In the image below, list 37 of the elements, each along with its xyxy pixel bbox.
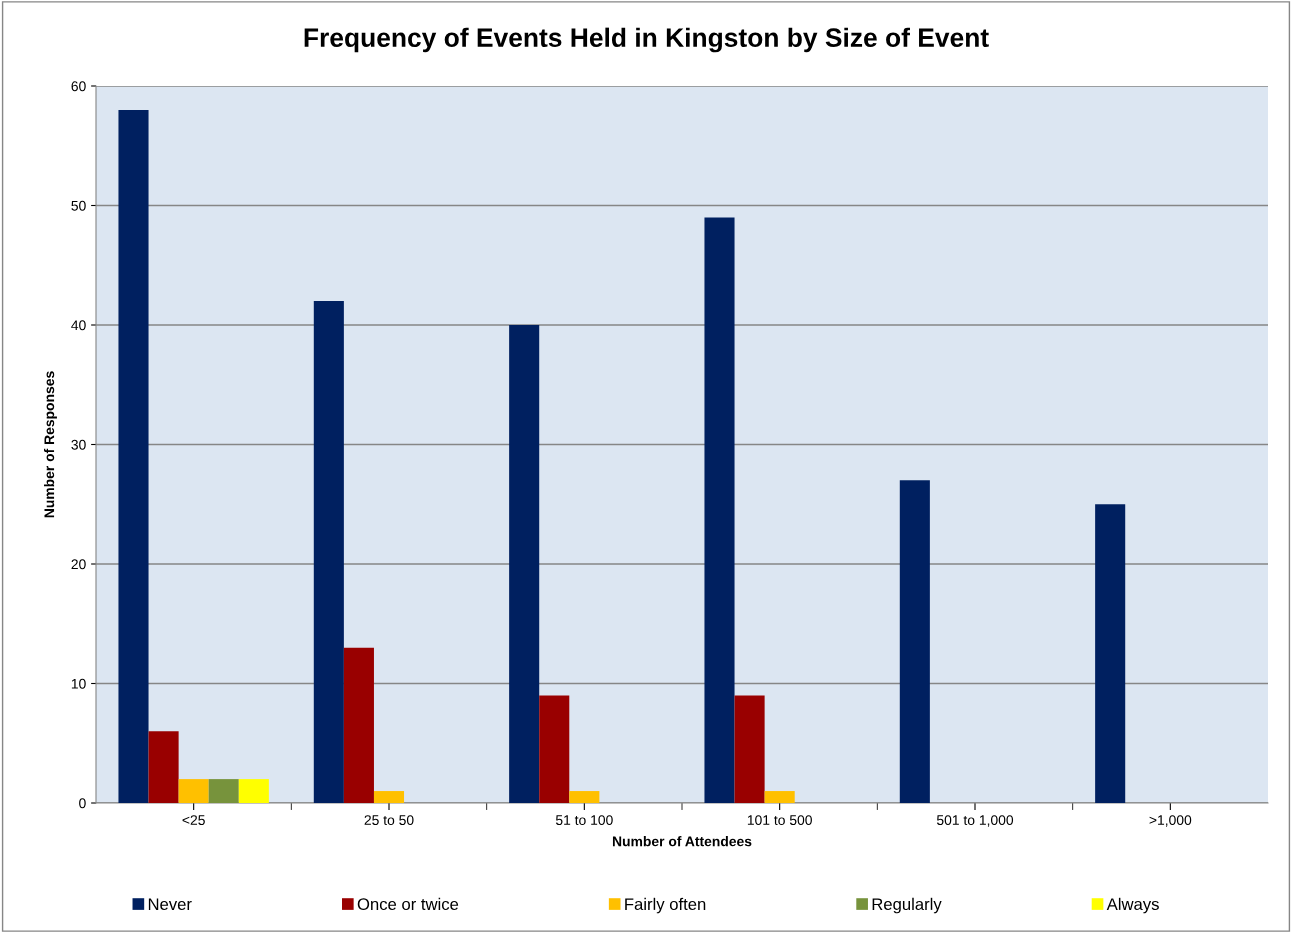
y-tick-label: 50	[71, 200, 86, 211]
chart-title: Frequency of Events Held in Kingston by Size of Event	[304, 27, 989, 53]
bar	[734, 695, 765, 803]
x-tick-label: >1,000	[1149, 815, 1192, 827]
bar	[343, 647, 374, 803]
x-axis-title: Number of Attendees	[612, 836, 752, 847]
bar	[1095, 504, 1126, 803]
x-tick-label: 501 to 1,000	[936, 815, 1014, 827]
y-axis-title: Number of Responses	[43, 371, 57, 518]
y-tick-label: 20	[71, 559, 86, 570]
bar	[373, 791, 405, 803]
legend-label: Regularly	[872, 897, 942, 914]
bar	[178, 779, 209, 803]
bar	[899, 480, 930, 803]
y-tick-label: 10	[71, 678, 86, 689]
bar	[569, 791, 600, 803]
bar	[704, 217, 735, 803]
x-tick-label: 51 to 100	[555, 815, 613, 826]
legend-label: Always	[1106, 897, 1159, 914]
bar	[509, 325, 540, 803]
bar	[148, 731, 179, 803]
y-tick-label: 30	[71, 439, 86, 450]
legend-label: Fairly often	[625, 897, 706, 914]
bar	[208, 779, 239, 803]
y-tick-label: 40	[71, 320, 86, 331]
bar	[313, 301, 344, 803]
legend-label: Never	[148, 898, 192, 911]
y-tick-label: 0	[79, 798, 86, 809]
bar	[764, 791, 795, 803]
x-tick-label: 101 to 500	[747, 815, 812, 826]
y-tick-label: 60	[71, 81, 86, 92]
legend-label: Once or twice	[357, 897, 459, 911]
bar	[539, 695, 570, 803]
bar	[118, 109, 149, 803]
x-tick-label: 25 to 50	[364, 815, 414, 826]
x-tick-label: <25	[182, 815, 205, 826]
bar	[238, 779, 269, 803]
